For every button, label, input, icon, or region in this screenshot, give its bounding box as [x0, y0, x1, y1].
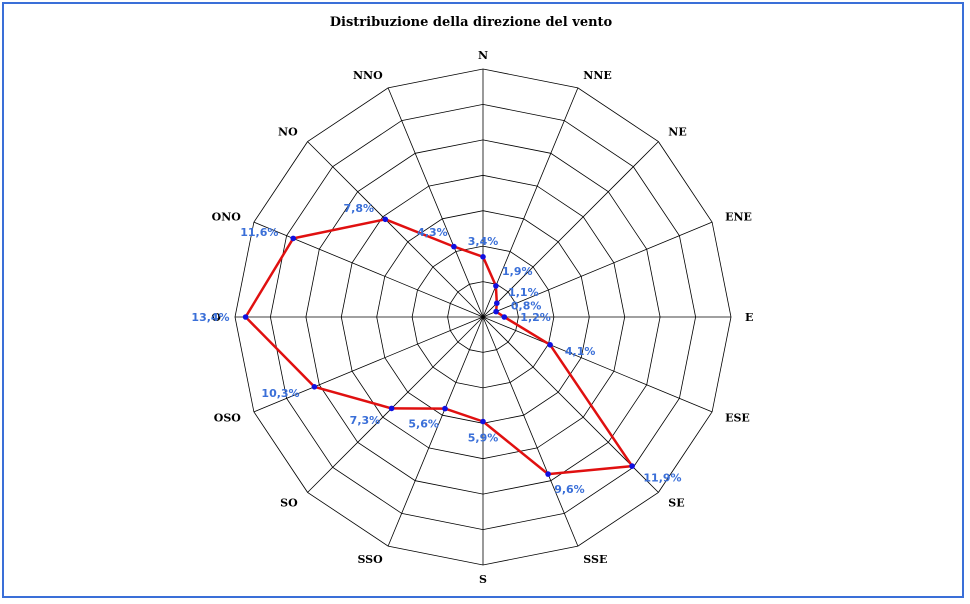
grid-spoke — [482, 87, 579, 318]
data-point — [388, 405, 395, 412]
direction-label: NNE — [583, 69, 612, 82]
data-label: 3,4% — [468, 235, 499, 248]
direction-label: NNO — [353, 69, 383, 82]
series-wind-frequency — [242, 216, 635, 477]
data-point — [480, 253, 486, 260]
data-label: 1,2% — [520, 311, 551, 324]
direction-label: ONO — [212, 211, 242, 224]
data-label: 11,9% — [643, 471, 681, 484]
direction-labels: N NNE NE ENE E ESE SE SSE S SSO SO OSO O ONO NO NNO — [211, 49, 753, 586]
grid-spoke — [482, 316, 579, 547]
grid-spoke — [482, 221, 713, 318]
direction-label: SSO — [357, 553, 383, 566]
data-label: 7,3% — [350, 414, 381, 427]
data-label: 5,9% — [468, 432, 499, 445]
grid-spoke — [387, 316, 484, 547]
direction-label: OSO — [214, 411, 242, 424]
data-label: 5,6% — [408, 417, 439, 430]
data-point — [442, 405, 448, 412]
data-point — [493, 283, 499, 289]
grid-spoke — [482, 141, 659, 318]
data-label: 7,8% — [343, 202, 374, 215]
grid-spoke — [387, 87, 484, 318]
chart-title: Distribuzione della direzione del vento — [330, 15, 613, 30]
data-point — [311, 384, 318, 390]
data-point — [501, 314, 508, 320]
direction-label: NE — [668, 126, 686, 139]
direction-label: NO — [278, 126, 298, 139]
polar-grid — [234, 68, 732, 566]
grid-spoke — [307, 141, 484, 318]
data-point — [545, 471, 551, 477]
direction-label: E — [745, 311, 753, 324]
direction-label: ESE — [725, 411, 750, 424]
data-point — [629, 463, 635, 469]
data-point — [451, 243, 457, 250]
data-point — [547, 342, 553, 348]
data-point — [290, 235, 297, 242]
data-point — [494, 300, 500, 307]
data-label: 9,6% — [554, 483, 585, 496]
direction-label: O — [211, 311, 221, 324]
data-point — [242, 314, 249, 320]
data-point — [493, 308, 499, 315]
direction-label: SE — [668, 496, 684, 509]
data-label: 11,6% — [240, 226, 278, 239]
direction-label: S — [479, 573, 487, 586]
direction-label: N — [478, 49, 488, 62]
grid-spoke — [307, 316, 484, 493]
data-label: 0,8% — [511, 300, 542, 313]
direction-label: ENE — [725, 211, 752, 224]
grid-spoke — [253, 316, 484, 413]
data-label: 13,4% — [191, 311, 229, 324]
data-label: 4,3% — [417, 226, 448, 239]
grid-spoke — [482, 316, 713, 413]
grid-spoke — [253, 221, 484, 318]
direction-label: SSE — [583, 553, 607, 566]
data-label: 4,1% — [565, 345, 596, 358]
data-label: 1,9% — [502, 265, 533, 278]
data-label: 1,1% — [508, 286, 539, 299]
data-point — [382, 216, 389, 223]
data-label: 10,3% — [261, 387, 299, 400]
value-labels: 3,4% 1,9% 1,1%0,8%1,2% 4,1% 11,9% 9,6% 5,9% 5,6… — [191, 202, 681, 496]
data-point — [480, 418, 486, 425]
direction-label: SO — [280, 496, 298, 509]
